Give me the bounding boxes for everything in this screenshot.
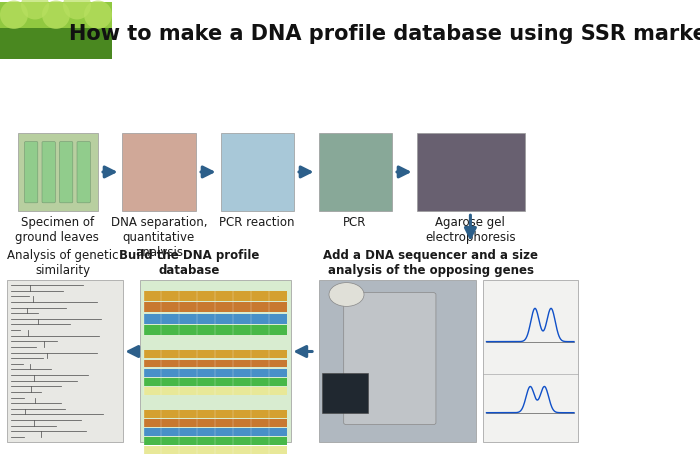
Text: DNA separation,
quantitative
analysis: DNA separation, quantitative analysis: [111, 216, 207, 259]
Text: How to make a DNA profile database using SSR markers: How to make a DNA profile database using…: [69, 24, 700, 44]
Text: Specimen of
ground leaves: Specimen of ground leaves: [15, 216, 99, 244]
FancyBboxPatch shape: [25, 142, 38, 203]
FancyBboxPatch shape: [318, 133, 392, 211]
FancyBboxPatch shape: [483, 280, 578, 442]
Text: Add a DNA sequencer and a size
analysis of the opposing genes: Add a DNA sequencer and a size analysis …: [323, 249, 538, 277]
FancyBboxPatch shape: [7, 280, 122, 442]
FancyBboxPatch shape: [318, 280, 476, 442]
FancyBboxPatch shape: [144, 314, 287, 323]
Text: Agarose gel
electrophoresis: Agarose gel electrophoresis: [425, 216, 516, 244]
FancyBboxPatch shape: [144, 437, 287, 445]
FancyBboxPatch shape: [0, 28, 112, 59]
FancyBboxPatch shape: [416, 133, 525, 211]
Ellipse shape: [63, 0, 91, 19]
FancyBboxPatch shape: [144, 410, 287, 418]
Ellipse shape: [84, 0, 112, 29]
FancyBboxPatch shape: [144, 303, 287, 313]
FancyBboxPatch shape: [344, 293, 436, 425]
FancyBboxPatch shape: [42, 142, 55, 203]
Ellipse shape: [42, 0, 70, 29]
FancyBboxPatch shape: [144, 351, 287, 359]
FancyBboxPatch shape: [144, 446, 287, 454]
Text: Build the DNA profile
database: Build the DNA profile database: [119, 249, 259, 277]
FancyBboxPatch shape: [144, 419, 287, 427]
Text: PCR: PCR: [343, 216, 367, 229]
Ellipse shape: [21, 0, 49, 19]
FancyBboxPatch shape: [140, 280, 290, 442]
FancyBboxPatch shape: [144, 291, 287, 301]
FancyBboxPatch shape: [122, 133, 196, 211]
Text: PCR reaction: PCR reaction: [219, 216, 295, 229]
Circle shape: [329, 283, 364, 306]
FancyBboxPatch shape: [144, 387, 287, 395]
FancyBboxPatch shape: [144, 369, 287, 377]
FancyBboxPatch shape: [144, 428, 287, 436]
Ellipse shape: [0, 0, 28, 29]
FancyBboxPatch shape: [144, 360, 287, 368]
FancyBboxPatch shape: [144, 325, 287, 335]
FancyBboxPatch shape: [322, 373, 368, 413]
FancyBboxPatch shape: [144, 378, 287, 386]
Text: Analysis of genetic
similarity: Analysis of genetic similarity: [7, 249, 119, 277]
FancyBboxPatch shape: [60, 142, 73, 203]
FancyBboxPatch shape: [220, 133, 294, 211]
FancyBboxPatch shape: [18, 133, 98, 211]
FancyBboxPatch shape: [0, 2, 112, 28]
FancyBboxPatch shape: [77, 142, 90, 203]
